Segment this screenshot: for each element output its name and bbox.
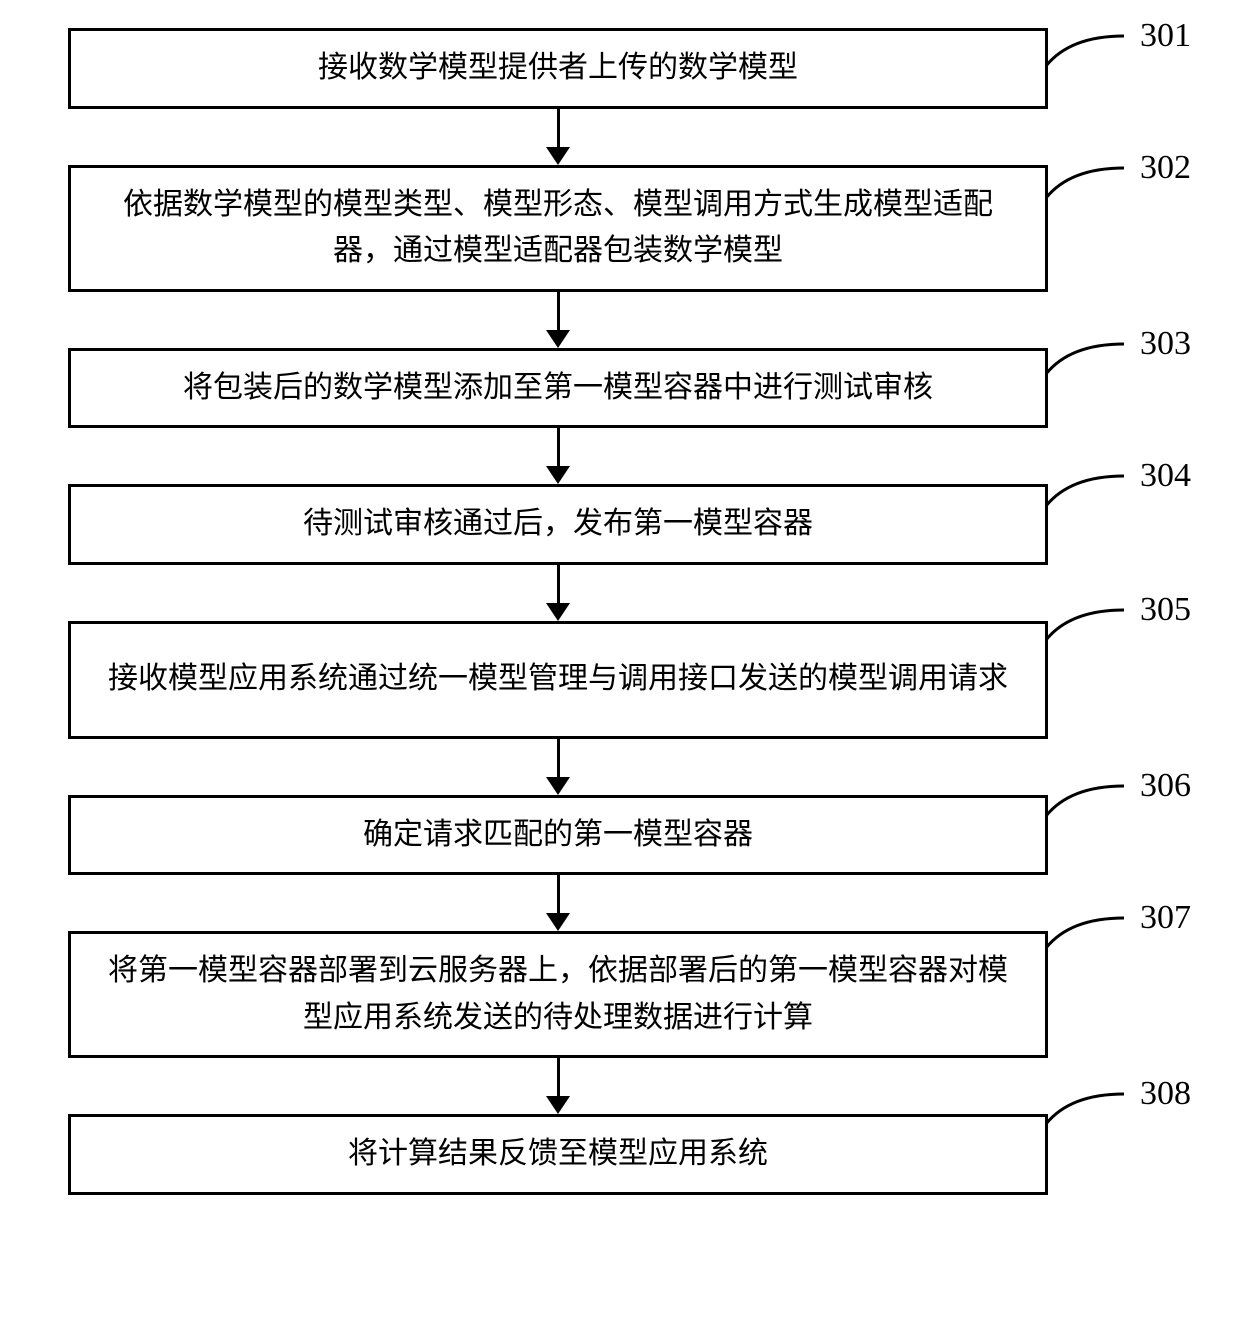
callout-arc-icon xyxy=(1042,604,1132,644)
callout-label: 304 xyxy=(1140,457,1191,495)
arrow-down-icon xyxy=(546,565,570,621)
step-text: 待测试审核通过后，发布第一模型容器 xyxy=(303,501,813,548)
step-text: 接收模型应用系统通过统一模型管理与调用接口发送的模型调用请求 xyxy=(108,656,1008,703)
callout-arc-icon xyxy=(1042,780,1132,820)
callout-304: 304 xyxy=(1042,470,1191,510)
arrow-down-icon xyxy=(546,875,570,931)
arrow-down-icon xyxy=(546,292,570,348)
callout-303: 303 xyxy=(1042,338,1191,378)
callout-label: 308 xyxy=(1140,1075,1191,1113)
step-text: 依据数学模型的模型类型、模型形态、模型调用方式生成模型适配器，通过模型适配器包装… xyxy=(99,182,1017,275)
step-text: 接收数学模型提供者上传的数学模型 xyxy=(318,45,798,92)
arrow-down-icon xyxy=(546,1058,570,1114)
callout-305: 305 xyxy=(1042,604,1191,644)
callout-308: 308 xyxy=(1042,1088,1191,1128)
callout-label: 301 xyxy=(1140,17,1191,55)
callout-306: 306 xyxy=(1042,780,1191,820)
callout-arc-icon xyxy=(1042,470,1132,510)
callout-302: 302 xyxy=(1042,162,1191,202)
flowchart-container: 接收数学模型提供者上传的数学模型依据数学模型的模型类型、模型形态、模型调用方式生… xyxy=(68,28,1048,1195)
callout-label: 303 xyxy=(1140,325,1191,363)
step-text: 将第一模型容器部署到云服务器上，依据部署后的第一模型容器对模型应用系统发送的待处… xyxy=(99,948,1017,1041)
callout-label: 307 xyxy=(1140,899,1191,937)
callout-arc-icon xyxy=(1042,1088,1132,1128)
callout-label: 305 xyxy=(1140,591,1191,629)
step-box-305: 接收模型应用系统通过统一模型管理与调用接口发送的模型调用请求 xyxy=(68,621,1048,739)
step-box-303: 将包装后的数学模型添加至第一模型容器中进行测试审核 xyxy=(68,348,1048,429)
step-box-307: 将第一模型容器部署到云服务器上，依据部署后的第一模型容器对模型应用系统发送的待处… xyxy=(68,931,1048,1058)
step-text: 将计算结果反馈至模型应用系统 xyxy=(348,1131,768,1178)
step-box-304: 待测试审核通过后，发布第一模型容器 xyxy=(68,484,1048,565)
arrow-down-icon xyxy=(546,428,570,484)
step-box-308: 将计算结果反馈至模型应用系统 xyxy=(68,1114,1048,1195)
callout-arc-icon xyxy=(1042,912,1132,952)
callout-307: 307 xyxy=(1042,912,1191,952)
step-box-306: 确定请求匹配的第一模型容器 xyxy=(68,795,1048,876)
arrow-down-icon xyxy=(546,109,570,165)
callout-arc-icon xyxy=(1042,162,1132,202)
callout-label: 306 xyxy=(1140,767,1191,805)
step-text: 将包装后的数学模型添加至第一模型容器中进行测试审核 xyxy=(183,365,933,412)
callout-arc-icon xyxy=(1042,338,1132,378)
step-text: 确定请求匹配的第一模型容器 xyxy=(363,812,753,859)
arrow-down-icon xyxy=(546,739,570,795)
callout-301: 301 xyxy=(1042,30,1191,70)
step-box-301: 接收数学模型提供者上传的数学模型 xyxy=(68,28,1048,109)
callout-label: 302 xyxy=(1140,149,1191,187)
callout-arc-icon xyxy=(1042,30,1132,70)
step-box-302: 依据数学模型的模型类型、模型形态、模型调用方式生成模型适配器，通过模型适配器包装… xyxy=(68,165,1048,292)
